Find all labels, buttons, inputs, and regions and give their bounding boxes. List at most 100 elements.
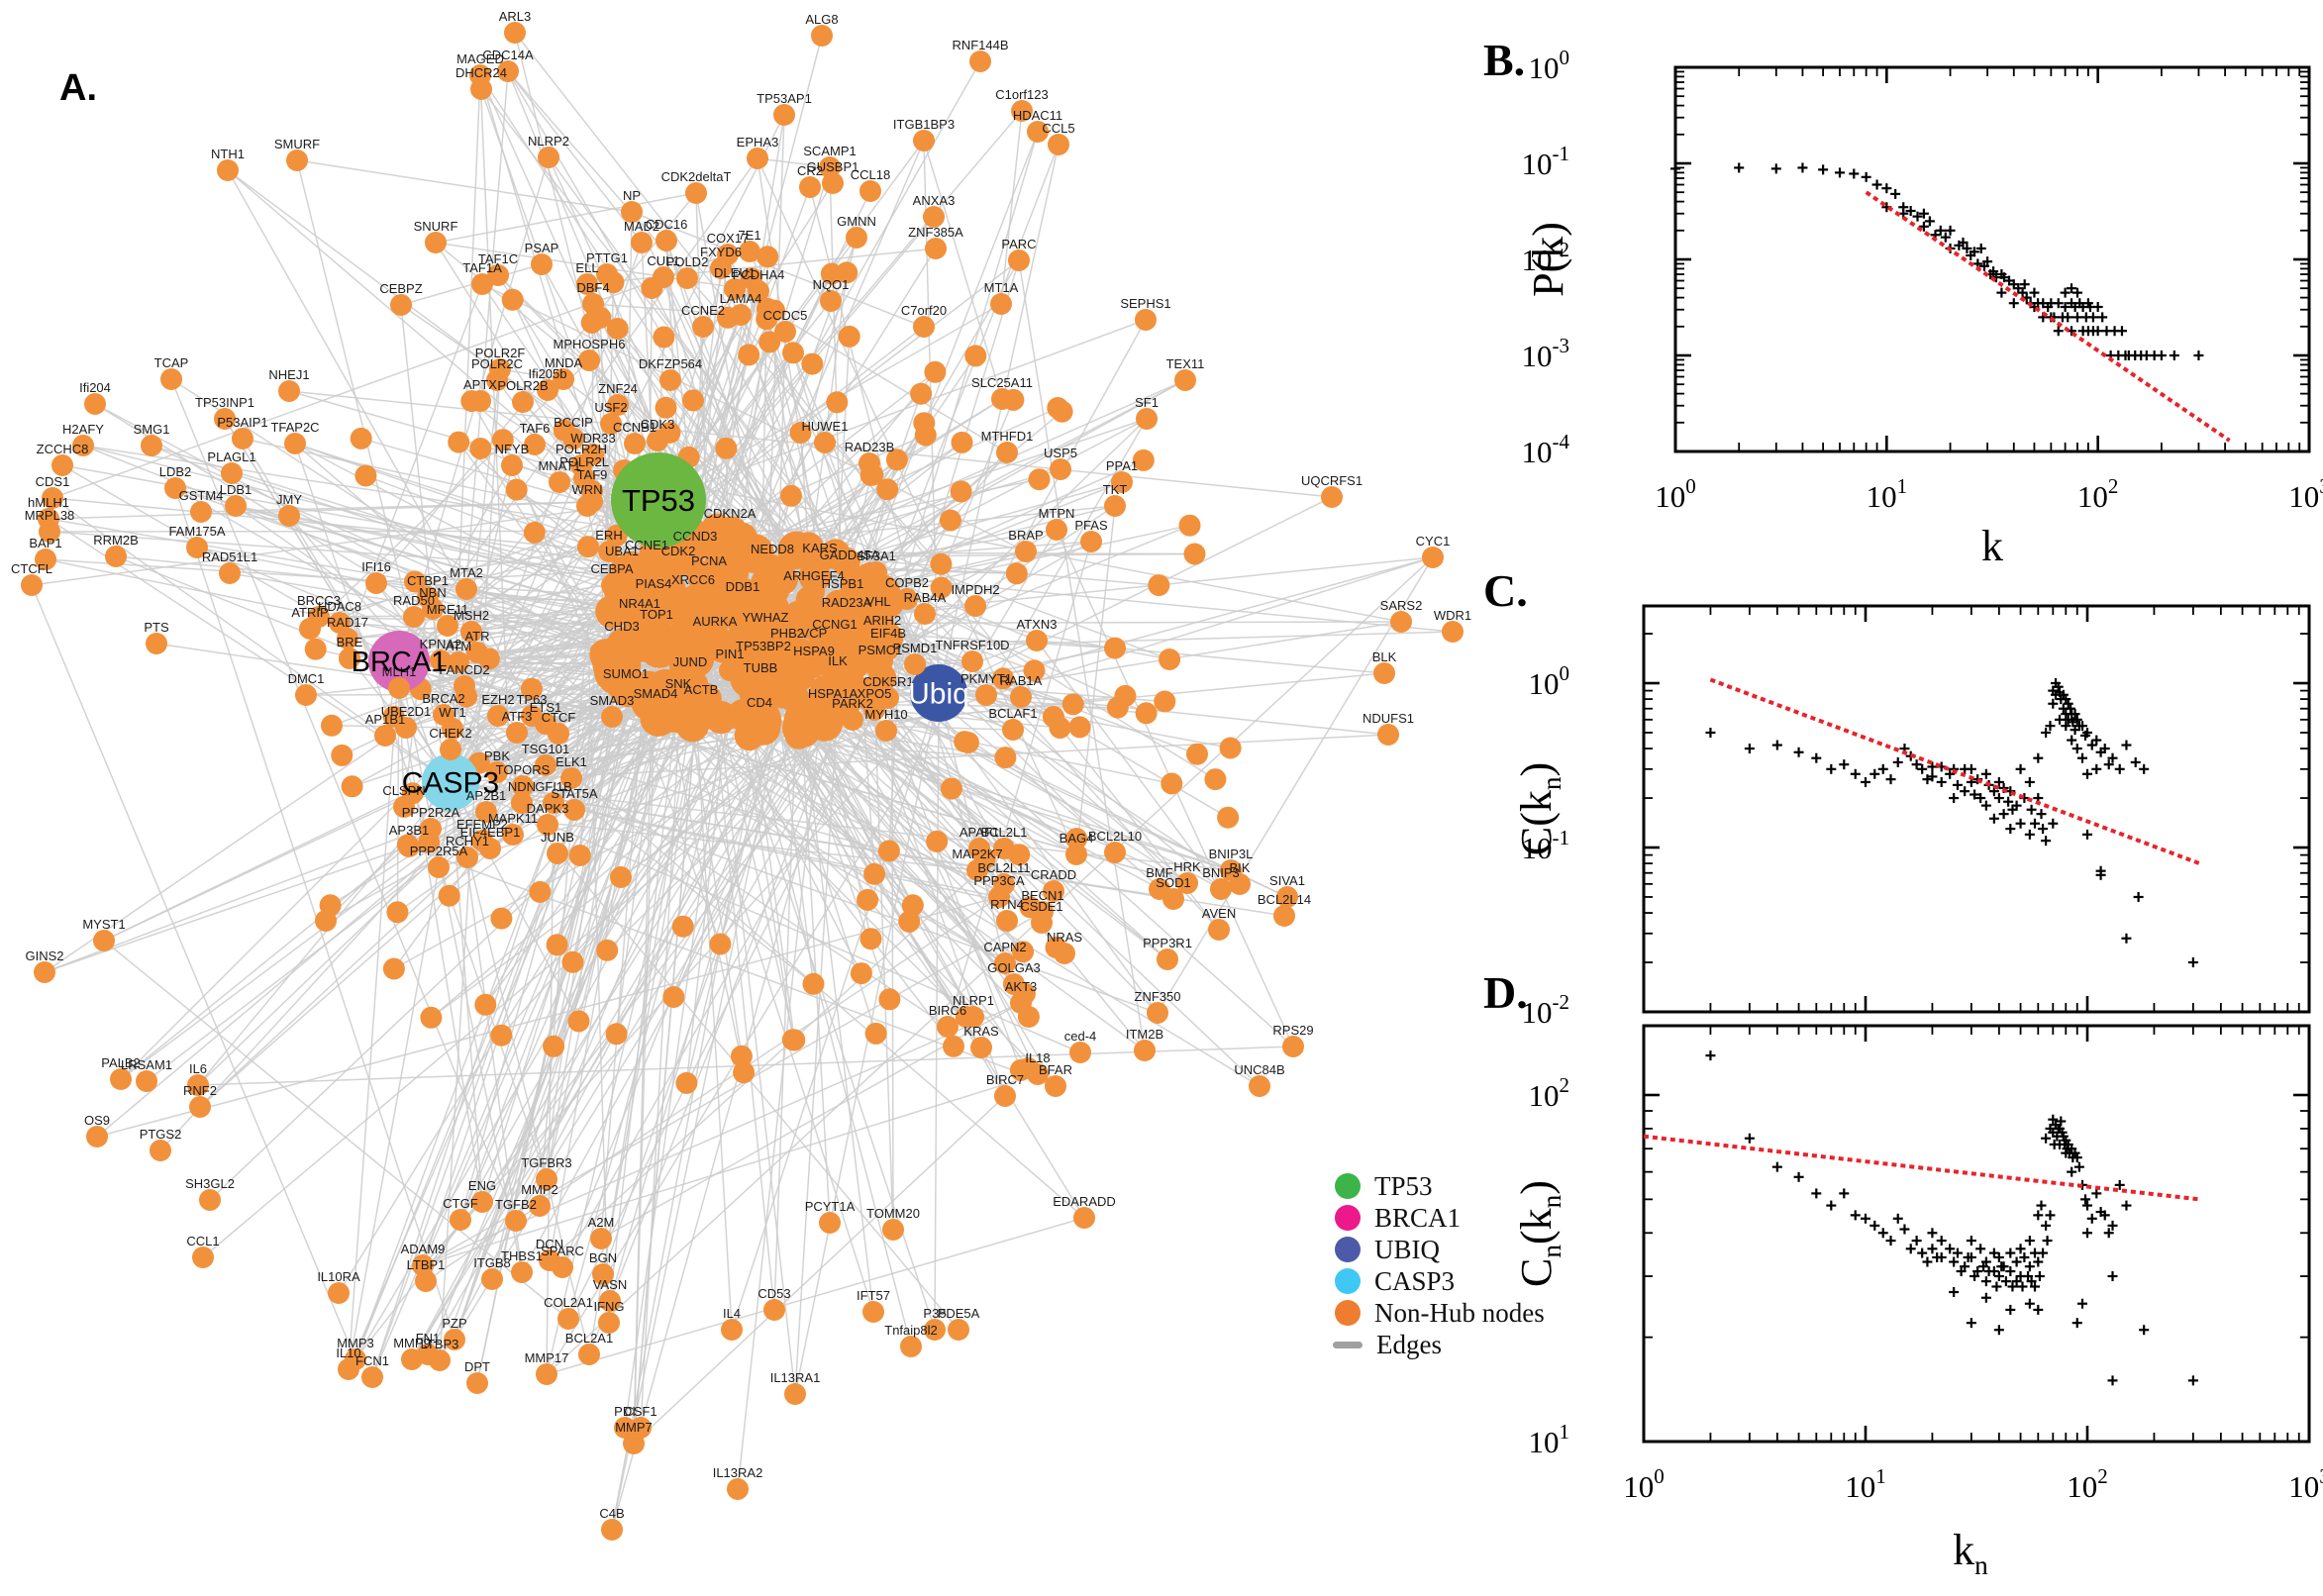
network-node xyxy=(538,147,559,168)
axis-title: kn xyxy=(1953,1526,1988,1580)
network-node-label: MMP9 xyxy=(393,1336,431,1350)
network-node-label: PARC xyxy=(1001,237,1036,251)
network-node xyxy=(1114,684,1137,707)
network-node xyxy=(578,349,600,371)
network-node xyxy=(1049,717,1071,740)
network-node-label: CCDC5 xyxy=(763,308,808,323)
network-node xyxy=(1043,880,1064,902)
network-node-label: KPNA2 xyxy=(420,637,462,651)
network-node-label: CRADD xyxy=(1031,867,1076,882)
network-node-label: BAP1 xyxy=(29,536,61,550)
network-node xyxy=(898,910,921,933)
network-node xyxy=(284,433,306,454)
network-node-label: NHEJ1 xyxy=(268,367,309,382)
network-node xyxy=(1377,724,1399,746)
network-node-label: TP53INP1 xyxy=(195,395,254,410)
network-node xyxy=(1045,1075,1066,1097)
network-node-label: RAB4A xyxy=(904,590,947,605)
fit-line xyxy=(1709,677,2200,865)
network-node xyxy=(761,554,783,576)
network-node xyxy=(939,509,961,532)
network-node xyxy=(388,677,410,699)
network-node xyxy=(374,725,396,747)
fit-line xyxy=(1865,190,2231,443)
network-node xyxy=(703,584,735,616)
network-node-label: CYC1 xyxy=(1416,534,1451,549)
network-node-label: AURKA xyxy=(693,614,738,629)
network-node xyxy=(42,487,63,509)
network-node xyxy=(1147,1002,1168,1024)
network-node-label: BCL2L14 xyxy=(1258,892,1311,907)
network-node-label: POLR2H xyxy=(556,442,607,456)
network-node-label: POLR2B xyxy=(497,378,548,393)
network-node-label: SNURF xyxy=(414,219,458,234)
network-node xyxy=(1208,919,1230,941)
network-node xyxy=(1229,873,1251,895)
network-node xyxy=(607,394,629,416)
network-node xyxy=(192,1247,214,1268)
network-node-label: TGFBR3 xyxy=(521,1155,571,1170)
network-node xyxy=(481,1268,503,1290)
network-node-label: PIN1 xyxy=(716,647,745,661)
network-node xyxy=(470,78,492,100)
network-node-label: VASN xyxy=(593,1277,627,1292)
axis-title: P(k) xyxy=(1524,222,1572,297)
network-node-label: ITGB1BP3 xyxy=(893,117,955,132)
tick-label: 10-1 xyxy=(1522,142,1570,181)
network-node xyxy=(913,316,935,338)
network-node-label: NLRP2 xyxy=(528,134,569,149)
network-node xyxy=(578,1344,600,1365)
network-node xyxy=(756,297,778,320)
network-node-label: NEDD8 xyxy=(751,542,794,556)
network-node xyxy=(221,462,243,484)
network-node-label: ELK1 xyxy=(556,754,587,769)
network-node xyxy=(913,130,935,151)
network-node-label: NLRP1 xyxy=(953,993,994,1008)
network-node xyxy=(753,651,774,673)
network-node-label: RAD51L1 xyxy=(202,549,257,564)
network-node-label: CTBP1 xyxy=(407,573,449,588)
network-node xyxy=(961,650,983,672)
network-node-label: ZNF350 xyxy=(1135,989,1181,1004)
network-node-label: AKT3 xyxy=(1005,979,1038,994)
network-node xyxy=(1183,543,1206,565)
network-node xyxy=(758,331,781,353)
network-node xyxy=(781,1029,804,1051)
network-node-label: AP3B1 xyxy=(389,823,429,838)
network-node-label: ITGB8 xyxy=(473,1255,511,1270)
network-node xyxy=(537,379,558,401)
network-node-label: HRK xyxy=(1173,859,1201,874)
network-node xyxy=(350,427,372,449)
network-node-label: PPA1 xyxy=(1106,458,1138,473)
network-node xyxy=(937,1016,959,1038)
network-node xyxy=(925,238,947,259)
network-node xyxy=(773,104,795,126)
network-node-label: SMAD3 xyxy=(590,693,635,708)
network-node-label: P53AIP1 xyxy=(217,415,267,430)
network-node-label: IL18 xyxy=(1025,1050,1050,1065)
network-node xyxy=(690,695,712,717)
network-node xyxy=(487,705,509,727)
hub-node-tp53 xyxy=(611,452,706,548)
network-node-label: PCDHA4 xyxy=(733,267,785,282)
network-node xyxy=(35,549,56,570)
legend-item: Non-Hub nodes xyxy=(1335,1297,1545,1329)
network-node-label: CSDE1 xyxy=(1020,899,1062,914)
network-node-label: ZNF385A xyxy=(908,225,963,240)
network-node-label: RCHY1 xyxy=(446,834,489,848)
network-node xyxy=(926,830,949,852)
network-node-label: SMURF xyxy=(274,137,320,151)
network-node-label: RPS29 xyxy=(1272,1023,1313,1038)
network-node-label: SARS2 xyxy=(1380,598,1423,613)
network-node xyxy=(610,866,632,888)
network-node xyxy=(1176,872,1198,894)
network-node xyxy=(552,1256,573,1278)
network-node xyxy=(1159,648,1181,670)
network-node xyxy=(141,435,162,456)
network-node-label: CDC16 xyxy=(646,217,688,232)
network-node xyxy=(1321,486,1343,508)
network-node xyxy=(562,428,584,449)
network-node-label: AP2B1 xyxy=(466,788,506,803)
network-node-label: MAPK11 xyxy=(488,811,538,826)
